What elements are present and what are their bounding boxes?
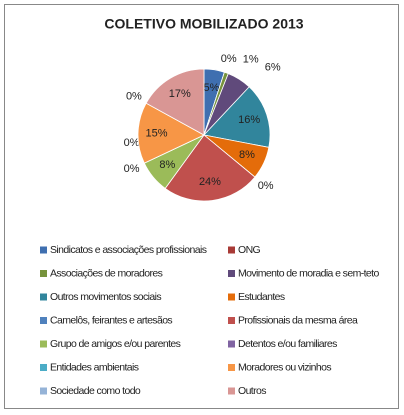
pie-slice bbox=[137, 102, 205, 164]
legend-marker bbox=[40, 270, 47, 277]
legend-label: Grupo de amigos e/ou parentes bbox=[50, 338, 181, 350]
data-label: 5% bbox=[203, 82, 219, 94]
legend-label: Associações de moradores bbox=[50, 267, 163, 279]
legend-label: Detentos e/ou familiares bbox=[238, 338, 337, 350]
legend-marker bbox=[228, 340, 235, 348]
legend-label: Estudantes bbox=[238, 291, 285, 303]
legend-label: Camelôs, feirantes e artesãos bbox=[50, 314, 172, 326]
legend-marker bbox=[228, 364, 235, 371]
legend-label: Outros movimentos sociais bbox=[50, 291, 161, 303]
legend-label: Sindicatos e associações profissionais bbox=[50, 244, 207, 256]
data-label: 17% bbox=[169, 88, 191, 100]
legend-label: Moradores ou vizinhos bbox=[238, 361, 331, 373]
legend-marker bbox=[40, 340, 47, 348]
legend-marker bbox=[228, 270, 235, 277]
legend-label: Sociedade como todo bbox=[50, 385, 141, 397]
pie-slice bbox=[164, 134, 256, 202]
legend-label: ONG bbox=[238, 244, 261, 256]
data-label: 1% bbox=[243, 54, 259, 66]
data-label: 0% bbox=[126, 90, 142, 102]
legend-marker bbox=[228, 293, 235, 301]
legend-marker bbox=[40, 293, 47, 301]
data-label: 0% bbox=[124, 137, 140, 149]
legend-marker bbox=[40, 317, 47, 324]
data-label: 8% bbox=[159, 159, 175, 171]
legend-label: Movimento de moradia e sem-teto bbox=[238, 267, 379, 279]
data-label: 6% bbox=[265, 61, 281, 73]
legend-marker bbox=[40, 246, 47, 254]
chart-title: COLETIVO MOBILIZADO 2013 bbox=[104, 16, 303, 32]
legend-marker bbox=[228, 317, 235, 324]
legend-marker bbox=[40, 364, 47, 371]
legend-label: Profissionais da mesma área bbox=[238, 314, 358, 326]
legend-marker bbox=[228, 246, 235, 254]
data-label: 15% bbox=[145, 127, 167, 139]
legend-label: Entidades ambientais bbox=[50, 361, 139, 373]
legend-label: Outros bbox=[238, 385, 266, 397]
data-label: 0% bbox=[221, 53, 237, 65]
legend-marker bbox=[40, 387, 47, 395]
pie-slice bbox=[203, 86, 271, 148]
data-label: 8% bbox=[239, 149, 255, 161]
pie-slice bbox=[145, 68, 205, 136]
data-label: 0% bbox=[124, 163, 140, 175]
data-label: 16% bbox=[238, 114, 260, 126]
data-label: 0% bbox=[258, 180, 274, 192]
legend-marker bbox=[228, 387, 235, 395]
data-label: 24% bbox=[199, 176, 221, 188]
